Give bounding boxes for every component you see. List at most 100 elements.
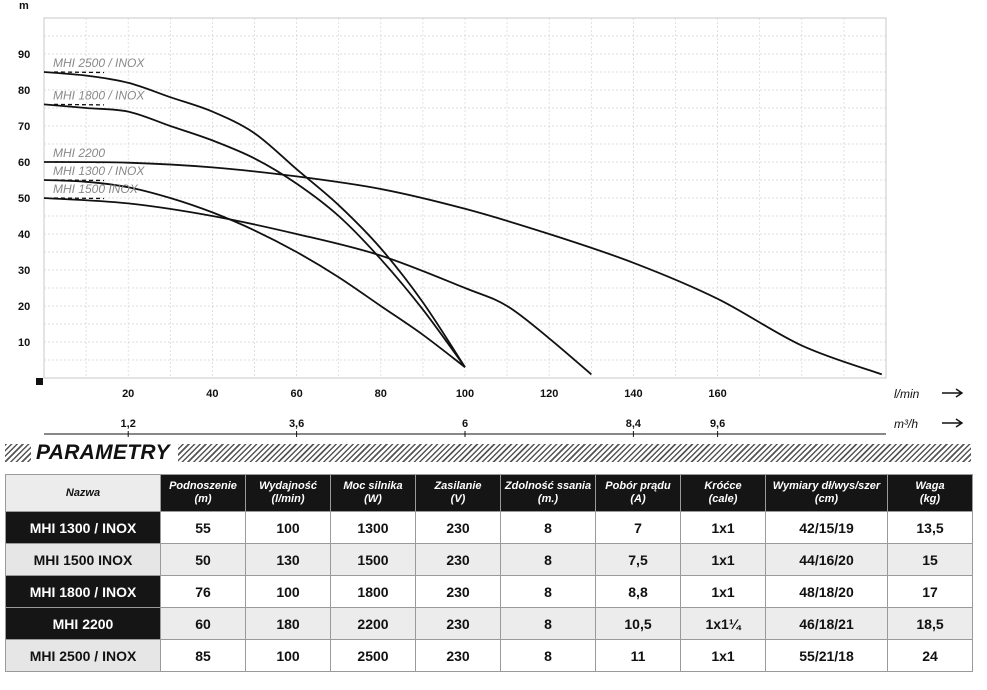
column-header-voltage: Zasilanie (V) bbox=[415, 474, 501, 512]
table-cell: 10,5 bbox=[595, 607, 681, 640]
table-cell: 2500 bbox=[330, 639, 416, 672]
x-tick-label: 120 bbox=[540, 388, 558, 400]
series-line bbox=[43, 161, 883, 376]
table-cell: 85 bbox=[160, 639, 246, 672]
table-cell: 11 bbox=[595, 639, 681, 672]
x2-tick-label: 9,6 bbox=[710, 418, 725, 430]
column-header-dimensions: Wymiary dł/wys/szer (cm) bbox=[765, 474, 888, 512]
hatch-decoration-right bbox=[171, 444, 971, 462]
table-cell: 2200 bbox=[330, 607, 416, 640]
arrow-right-icon bbox=[942, 418, 964, 428]
column-header-suction: Zdolność ssania (m.) bbox=[500, 474, 596, 512]
arrow-right-icon bbox=[942, 388, 964, 398]
origin-marker bbox=[36, 378, 43, 385]
table-cell: 44/16/20 bbox=[765, 543, 888, 576]
series-dashed-start bbox=[53, 103, 105, 106]
series-label: MHI 1500 INOX bbox=[53, 182, 139, 196]
table-cell-name: MHI 2500 / INOX bbox=[5, 639, 161, 672]
table-cell-name: MHI 1800 / INOX bbox=[5, 575, 161, 608]
table-cell: 230 bbox=[415, 639, 501, 672]
x-tick-label: 160 bbox=[708, 388, 726, 400]
column-header-power: Moc silnika (W) bbox=[330, 474, 416, 512]
table-cell: 13,5 bbox=[887, 511, 973, 544]
series-line bbox=[43, 103, 466, 368]
table-cell: 1x1 bbox=[680, 639, 766, 672]
column-header-flow: Wydajność (l/min) bbox=[245, 474, 331, 512]
table-cell: 60 bbox=[160, 607, 246, 640]
table-cell: 15 bbox=[887, 543, 973, 576]
table-cell: 230 bbox=[415, 607, 501, 640]
series-line bbox=[43, 179, 466, 368]
column-header-connectors: Króćce (cale) bbox=[680, 474, 766, 512]
series-label: MHI 1800 / INOX bbox=[53, 88, 145, 102]
table-cell: 8 bbox=[500, 575, 596, 608]
table-cell: 48/18/20 bbox=[765, 575, 888, 608]
x2-tick-label: 1,2 bbox=[121, 418, 136, 430]
table-cell-name: MHI 2200 bbox=[5, 607, 161, 640]
chart-axes: 10 20 30 40 50 60 70 80 90 m 20 40 60 80 100 120 140 160 l… bbox=[18, 0, 964, 437]
x2-tick-label: 6 bbox=[462, 418, 468, 430]
table-cell: 230 bbox=[415, 575, 501, 608]
x-tick-label: 140 bbox=[624, 388, 642, 400]
series-line bbox=[43, 197, 592, 376]
table-cell: 7,5 bbox=[595, 543, 681, 576]
table-cell: 55/21/18 bbox=[765, 639, 888, 672]
table-cell: 55 bbox=[160, 511, 246, 544]
series-line bbox=[43, 71, 466, 368]
y-tick-label: 60 bbox=[18, 157, 30, 169]
x-unit-label: l/min bbox=[894, 387, 920, 401]
x2-tick-label: 3,6 bbox=[289, 418, 304, 430]
table-cell: 1x1 bbox=[680, 543, 766, 576]
y-tick-label: 50 bbox=[18, 193, 30, 205]
table-cell: 8 bbox=[500, 607, 596, 640]
table-cell: 42/15/19 bbox=[765, 511, 888, 544]
table-cell: 17 bbox=[887, 575, 973, 608]
x-tick-label: 40 bbox=[206, 388, 218, 400]
pump-curve-chart: 10 20 30 40 50 60 70 80 90 m 20 40 60 80 100 120 140 160 l… bbox=[18, 0, 964, 437]
table-row: MHI 1300 / INOX 55 100 1300 230 8 7 1x1 … bbox=[5, 511, 973, 544]
column-header-name: Nazwa bbox=[5, 474, 161, 512]
table-cell: 1300 bbox=[330, 511, 416, 544]
x-tick-label: 80 bbox=[375, 388, 387, 400]
table-cell: 100 bbox=[245, 511, 331, 544]
table-cell: 7 bbox=[595, 511, 681, 544]
column-header-current: Pobór prądu (A) bbox=[595, 474, 681, 512]
table-cell: 100 bbox=[245, 575, 331, 608]
y-tick-label: 90 bbox=[18, 49, 30, 61]
x2-tick-label: 8,4 bbox=[626, 418, 642, 430]
table-row: MHI 1800 / INOX 76 100 1800 230 8 8,8 1x… bbox=[5, 575, 973, 608]
table-cell: 1500 bbox=[330, 543, 416, 576]
series-label: MHI 1300 / INOX bbox=[53, 164, 145, 178]
table-cell: 8 bbox=[500, 511, 596, 544]
y-tick-label: 80 bbox=[18, 85, 30, 97]
series-label: MHI 2200 bbox=[53, 146, 105, 160]
chart-curves bbox=[43, 71, 883, 376]
series-dashed-start bbox=[53, 71, 105, 74]
series-label: MHI 2500 / INOX bbox=[53, 56, 145, 70]
chart-grid bbox=[43, 17, 887, 379]
table-cell: 8,8 bbox=[595, 575, 681, 608]
table-cell-name: MHI 1300 / INOX bbox=[5, 511, 161, 544]
y-tick-label: 70 bbox=[18, 121, 30, 133]
chart-labels: MHI 2500 / INOX MHI 1800 / INOX MHI 2200 MH… bbox=[53, 56, 145, 196]
table-cell: 100 bbox=[245, 639, 331, 672]
y-tick-label: 40 bbox=[18, 229, 30, 241]
table-cell: 18,5 bbox=[887, 607, 973, 640]
hatch-decoration-left bbox=[5, 444, 31, 462]
y-tick-label: 10 bbox=[18, 337, 30, 349]
table-row: MHI 2200 60 180 2200 230 8 10,5 1x1¼ 46/… bbox=[5, 607, 973, 640]
table-cell: 50 bbox=[160, 543, 246, 576]
parameters-table: Nazwa Podnoszenie (m) Wydajność (l/min) … bbox=[5, 474, 973, 672]
table-cell: 76 bbox=[160, 575, 246, 608]
table-row: MHI 1500 INOX 50 130 1500 230 8 7,5 1x1 … bbox=[5, 543, 973, 576]
x-tick-label: 60 bbox=[290, 388, 302, 400]
table-cell: 180 bbox=[245, 607, 331, 640]
table-row: MHI 2500 / INOX 85 100 2500 230 8 11 1x1… bbox=[5, 639, 973, 672]
table-cell: 46/18/21 bbox=[765, 607, 888, 640]
table-cell: 24 bbox=[887, 639, 973, 672]
table-cell: 1x1 bbox=[680, 575, 766, 608]
parameters-title: PARAMETRY bbox=[36, 440, 178, 466]
y-unit-label: m bbox=[19, 0, 29, 12]
x-tick-label: 100 bbox=[456, 388, 474, 400]
table-cell: 1800 bbox=[330, 575, 416, 608]
